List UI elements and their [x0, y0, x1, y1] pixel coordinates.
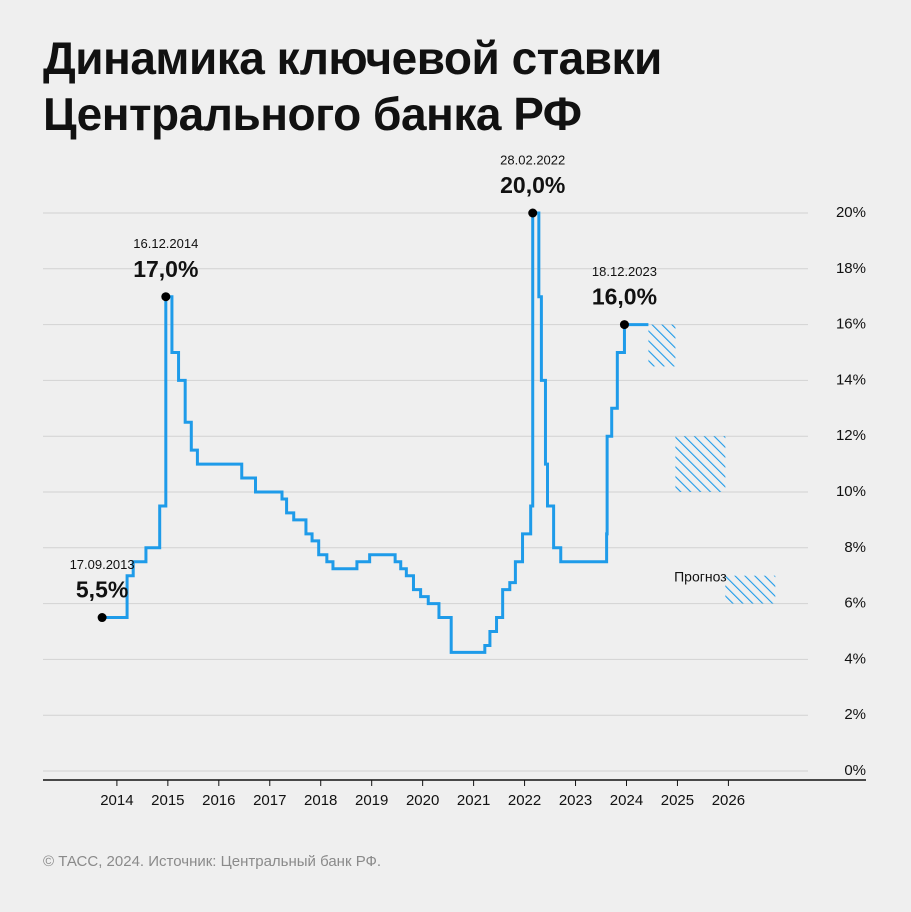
annotation-value: 16,0%: [592, 284, 657, 310]
annotation-dot: [97, 613, 107, 623]
y-tick-label: 14%: [836, 371, 866, 388]
x-tick-label: 2016: [202, 792, 235, 809]
x-tick-label: 2015: [151, 792, 184, 809]
y-tick-label: 4%: [844, 650, 866, 667]
y-tick-label: 18%: [836, 260, 866, 277]
x-tick-label: 2021: [457, 792, 490, 809]
forecast-range: [725, 575, 776, 604]
y-tick-label: 2%: [844, 706, 866, 723]
annotation-dot: [619, 320, 629, 330]
x-tick-label: 2025: [661, 792, 694, 809]
x-tick-label: 2023: [559, 792, 592, 809]
x-tick-label: 2022: [508, 792, 541, 809]
forecast-range: [648, 324, 676, 367]
chart-title: Динамика ключевой ставки Центрального ба…: [43, 32, 662, 140]
y-tick-label: 0%: [844, 762, 866, 779]
y-tick-label: 16%: [836, 316, 866, 333]
x-tick-label: 2018: [304, 792, 337, 809]
annotation-value: 17,0%: [133, 256, 198, 282]
annotation-dot: [161, 292, 171, 302]
annotation-date: 16.12.2014: [133, 236, 198, 251]
rate-line: [102, 211, 649, 654]
x-tick-label: 2014: [100, 792, 133, 809]
y-tick-label: 20%: [836, 204, 866, 221]
x-tick-label: 2026: [712, 792, 745, 809]
y-tick-label: 8%: [844, 539, 866, 556]
y-tick-label: 6%: [844, 595, 866, 612]
x-tick-label: 2019: [355, 792, 388, 809]
annotation-date: 17.09.2013: [70, 557, 135, 572]
annotation-dot: [528, 208, 538, 218]
annotation-value: 20,0%: [500, 172, 565, 198]
x-tick-label: 2024: [610, 792, 643, 809]
source-note: © ТАСС, 2024. Источник: Центральный банк…: [43, 853, 382, 870]
y-tick-label: 12%: [836, 427, 866, 444]
x-tick-label: 2017: [253, 792, 286, 809]
annotation-date: 18.12.2023: [592, 264, 657, 279]
y-tick-label: 10%: [836, 483, 866, 500]
forecast-range: [675, 436, 726, 492]
x-tick-label: 2020: [406, 792, 439, 809]
forecast-label: Прогноз: [674, 568, 727, 584]
annotation-date: 28.02.2022: [500, 152, 565, 167]
annotation-value: 5,5%: [76, 577, 128, 603]
